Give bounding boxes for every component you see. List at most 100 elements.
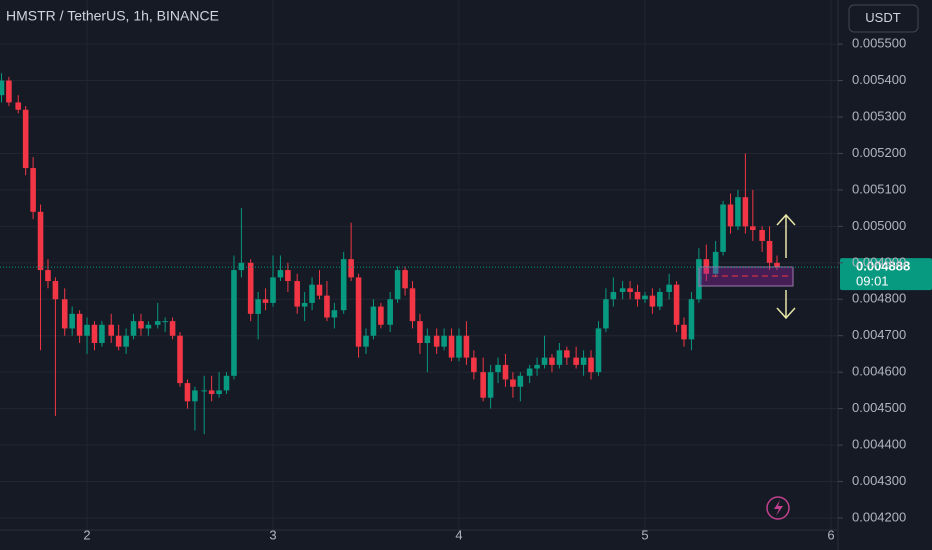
candle-body	[169, 321, 176, 336]
candle-body	[231, 270, 237, 376]
candle-body	[76, 313, 83, 336]
arrow-down	[776, 290, 796, 320]
last-price-label: 0.004888	[856, 259, 910, 274]
y-tick-label: 0.004800	[852, 291, 906, 306]
candle-body	[502, 364, 509, 380]
annotation-arrows	[776, 213, 796, 320]
y-tick-label: 0.004400	[852, 437, 906, 452]
candle-body	[619, 288, 626, 292]
candle-body	[681, 324, 687, 340]
candle-body	[766, 240, 773, 263]
candle-body	[348, 259, 354, 278]
candle-body	[642, 295, 648, 300]
candle-body	[52, 281, 59, 300]
candle-body	[30, 168, 36, 212]
candle-body	[712, 251, 719, 274]
candle-body	[471, 357, 477, 373]
y-tick-label: 0.004500	[852, 400, 906, 415]
arrow-up	[776, 213, 796, 258]
candle-body	[564, 350, 570, 358]
candle-body	[534, 364, 540, 369]
candle-body	[541, 357, 548, 365]
candle-body	[666, 284, 672, 292]
y-tick-label: 0.005200	[852, 145, 906, 160]
candle-body	[355, 277, 362, 347]
candle-body	[759, 230, 765, 241]
candle-body	[216, 390, 222, 395]
currency-button[interactable]: USDT	[848, 4, 919, 33]
candle-body	[0, 80, 5, 96]
replay-icon[interactable]	[766, 496, 790, 520]
candle-body	[720, 204, 726, 252]
y-tick-label: 0.005500	[852, 36, 906, 51]
y-tick-label: 0.005400	[852, 72, 906, 87]
candle-body	[138, 321, 144, 329]
candle-body	[301, 302, 308, 307]
candle-body	[6, 80, 12, 103]
y-tick-label: 0.004200	[852, 509, 906, 524]
candle-body	[91, 324, 98, 344]
candle-body	[208, 390, 215, 395]
candle-body	[262, 299, 269, 303]
candle-body	[69, 313, 75, 329]
candle-body	[99, 324, 105, 344]
currency-label[interactable]: USDT	[865, 10, 900, 25]
candle-body	[735, 197, 741, 227]
y-tick-label: 0.004700	[852, 327, 906, 342]
candle-body	[247, 262, 254, 314]
candle-body	[324, 295, 330, 318]
candle-body	[192, 390, 198, 402]
last-price-tag	[840, 258, 932, 291]
candle-body	[22, 109, 29, 169]
candle-body	[201, 390, 207, 392]
y-tick-label: 0.004600	[852, 364, 906, 379]
candle-body	[703, 259, 710, 274]
candle-body	[394, 270, 401, 300]
candle-body	[61, 299, 68, 329]
x-tick-label: 4	[455, 527, 462, 542]
candle-body	[115, 335, 122, 347]
candle-body	[223, 375, 230, 391]
button-frame[interactable]	[848, 4, 919, 33]
x-tick-label: 5	[641, 527, 648, 542]
y-tick-label: 0.005000	[852, 218, 906, 233]
y-tick-label: 0.005300	[852, 108, 906, 123]
grid	[0, 0, 838, 530]
candle-body	[255, 299, 261, 314]
candle-body	[331, 310, 338, 318]
icon-circle[interactable]	[766, 496, 790, 520]
candle-body	[370, 306, 377, 336]
candle-body	[294, 281, 300, 307]
y-tick-label: 0.005100	[852, 181, 906, 196]
candle-body	[37, 211, 44, 271]
candle-body	[657, 291, 663, 307]
candle-body	[487, 372, 494, 398]
candle-body	[409, 288, 416, 322]
candle-body	[463, 335, 470, 358]
candle-body	[495, 364, 501, 373]
candle-body	[480, 372, 486, 398]
candle-body	[510, 379, 516, 387]
candle-body	[610, 291, 617, 300]
x-tick-label: 3	[269, 527, 276, 542]
candle-body	[588, 357, 594, 373]
candle-body	[184, 383, 191, 402]
candle-body	[556, 350, 563, 365]
y-tick-label: 0.004300	[852, 473, 906, 488]
candle-body	[285, 270, 291, 282]
candle-body	[549, 357, 555, 365]
x-tick-label: 2	[83, 527, 90, 542]
candle-body	[162, 321, 168, 323]
icon-bolt[interactable]	[774, 500, 783, 516]
candle-body	[270, 277, 276, 303]
candle-body	[363, 335, 369, 347]
candle-body	[378, 306, 384, 325]
candles	[0, 73, 780, 435]
candle-body	[634, 291, 641, 300]
candle-body	[456, 335, 462, 358]
x-tick-label: 6	[827, 527, 834, 542]
candle-body	[517, 375, 524, 387]
